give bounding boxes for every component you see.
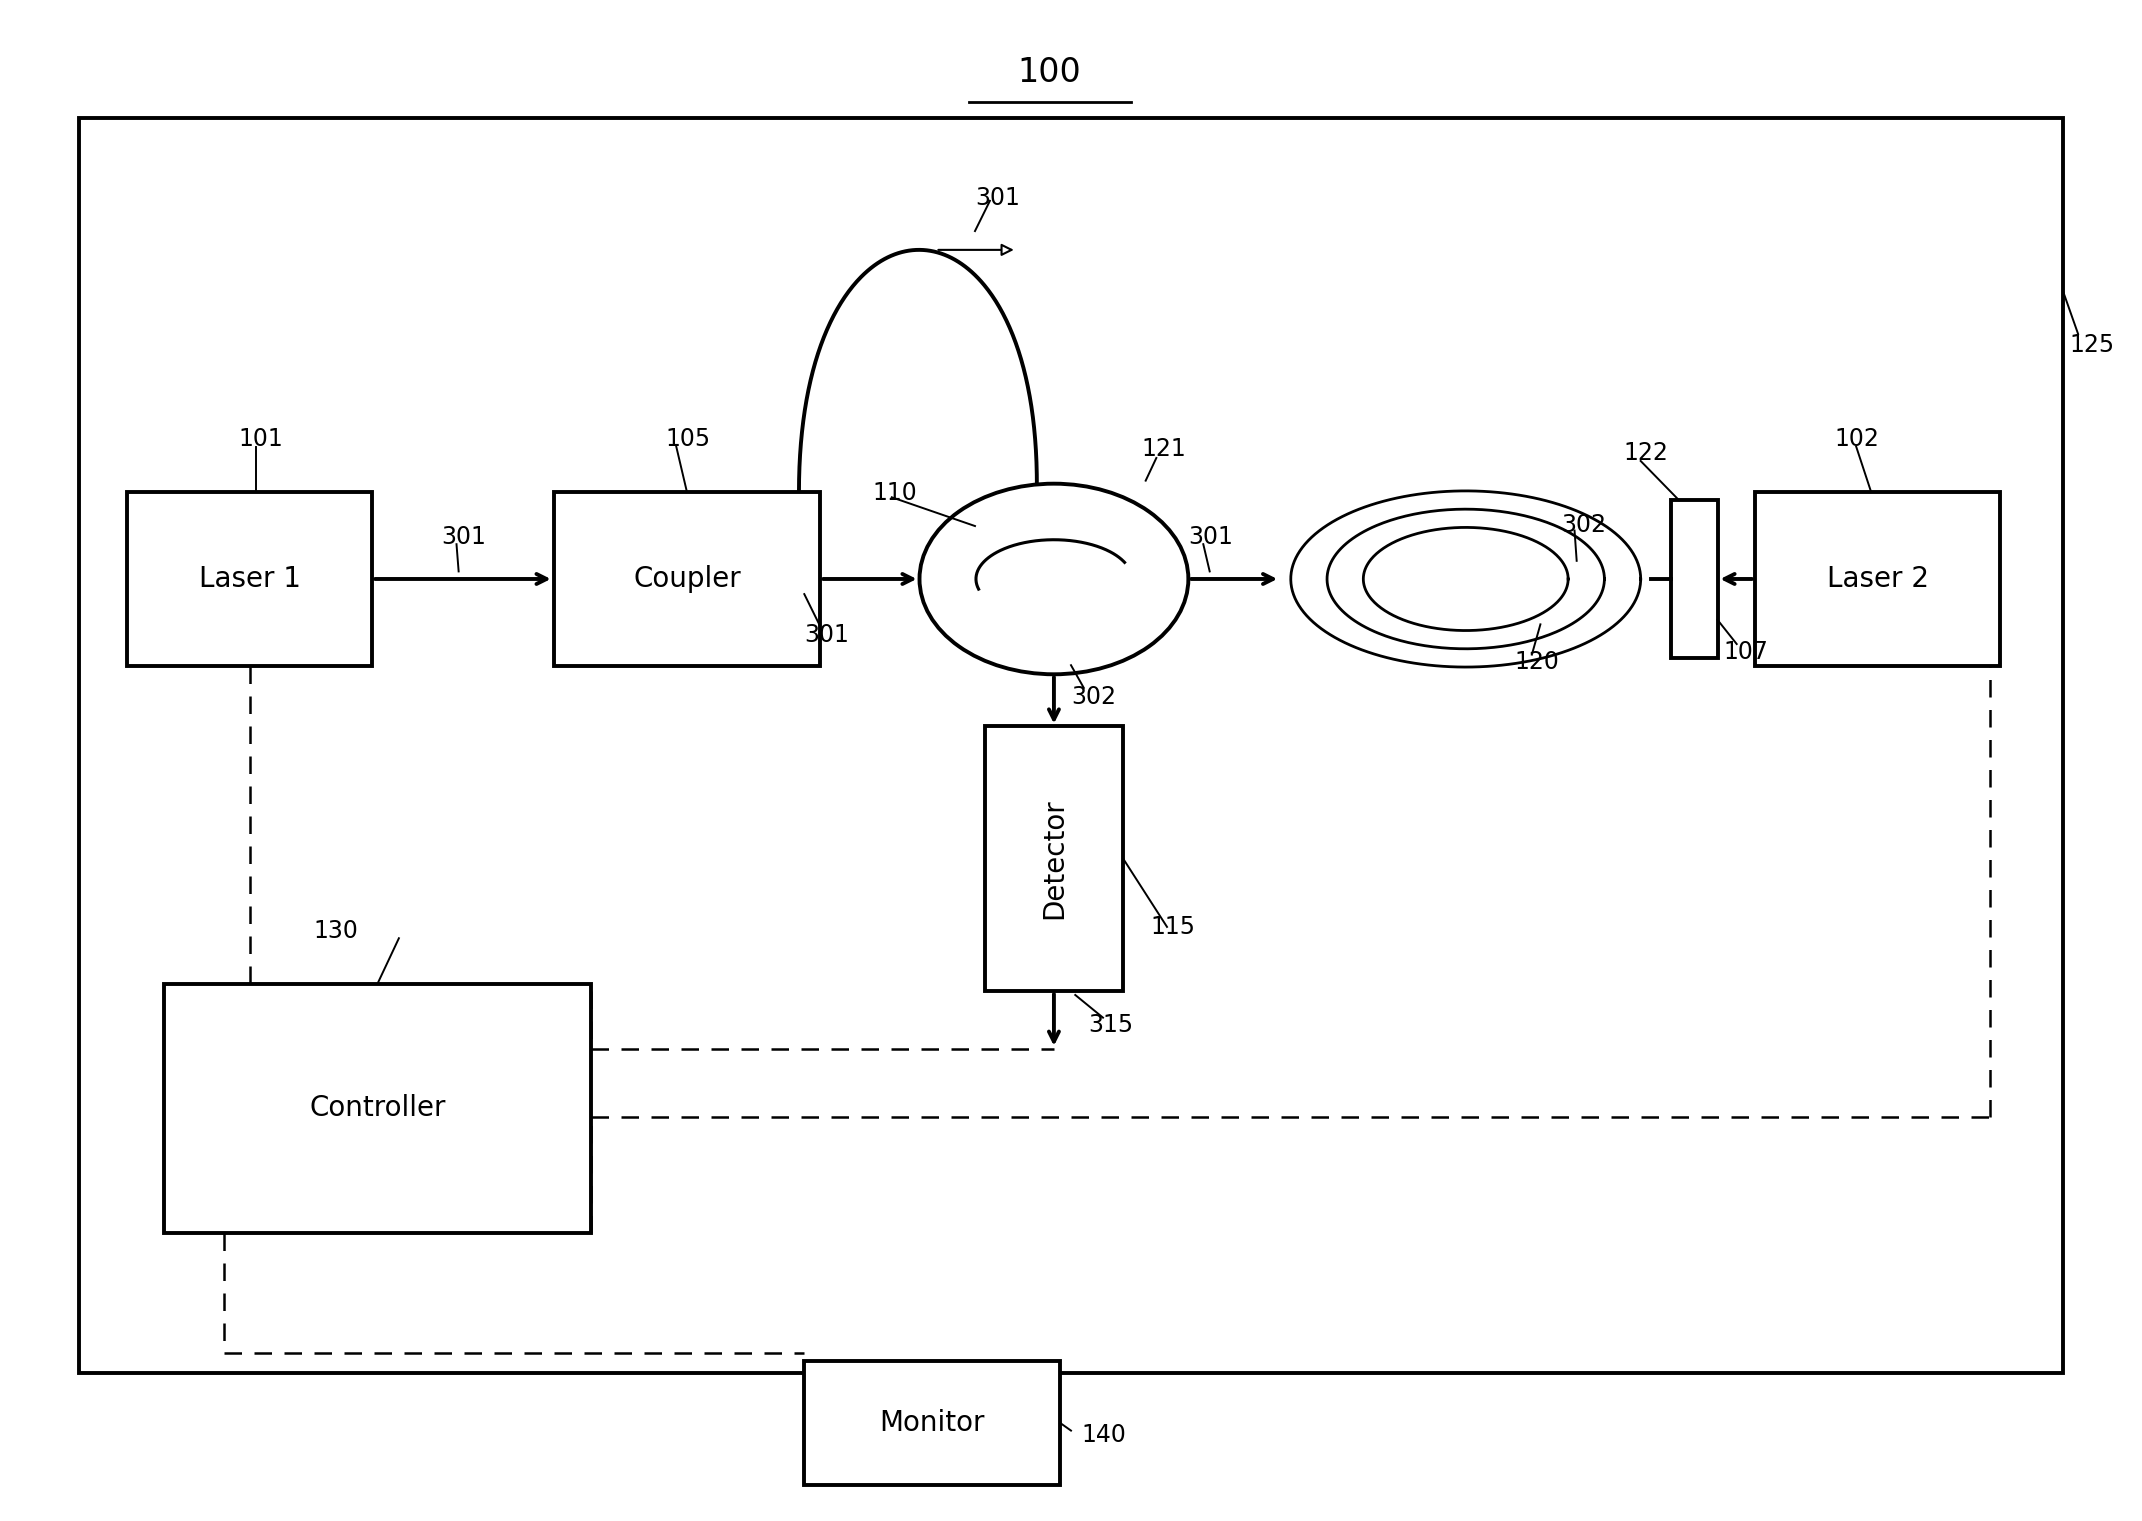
Text: 101: 101: [240, 427, 283, 452]
Bar: [553, 491, 820, 666]
Text: 140: 140: [1082, 1424, 1127, 1446]
Text: 301: 301: [441, 525, 486, 549]
Circle shape: [919, 484, 1189, 674]
Bar: [79, 117, 2063, 1373]
Text: 302: 302: [1071, 684, 1116, 709]
Text: Coupler: Coupler: [634, 564, 741, 593]
Bar: [1671, 499, 1718, 659]
Bar: [803, 1361, 1060, 1484]
Text: 301: 301: [1189, 525, 1234, 549]
Text: 315: 315: [1088, 1013, 1133, 1037]
Text: 105: 105: [666, 427, 711, 452]
Text: 115: 115: [1150, 916, 1195, 938]
Bar: [165, 984, 591, 1234]
Text: Controller: Controller: [308, 1095, 446, 1122]
Text: 130: 130: [313, 919, 358, 943]
Bar: [126, 491, 373, 666]
Text: 120: 120: [1514, 649, 1559, 674]
Bar: [985, 727, 1122, 992]
Text: Monitor: Monitor: [880, 1408, 985, 1437]
Text: 110: 110: [872, 481, 917, 505]
Text: 301: 301: [803, 624, 848, 646]
Text: 301: 301: [975, 186, 1020, 210]
Text: 100: 100: [1017, 56, 1082, 88]
Text: Detector: Detector: [1039, 799, 1069, 919]
Text: 302: 302: [1562, 513, 1606, 537]
Text: 107: 107: [1724, 640, 1769, 663]
Text: 102: 102: [1836, 427, 1881, 452]
Bar: [1754, 491, 2001, 666]
Text: 122: 122: [1624, 441, 1669, 465]
Text: 125: 125: [2069, 333, 2114, 356]
Text: Laser 1: Laser 1: [199, 564, 300, 593]
Text: Laser 2: Laser 2: [1827, 564, 1928, 593]
Text: 121: 121: [1142, 437, 1187, 461]
